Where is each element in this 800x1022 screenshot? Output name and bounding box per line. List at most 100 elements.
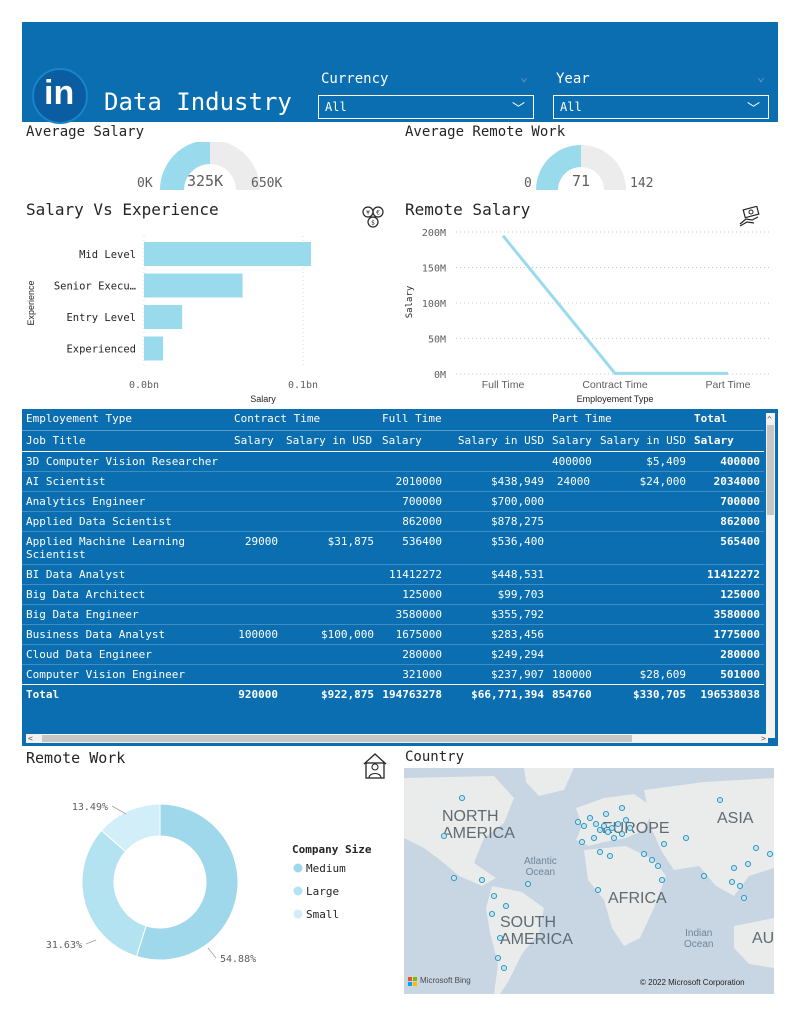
bar [144, 273, 243, 298]
avg-salary-max: 650K [251, 176, 283, 191]
matrix-value-cell: 1675000 [395, 627, 442, 641]
matrix-subheader-cell: Salary [548, 430, 595, 452]
map-attribution-copyright: © 2022 Microsoft Corporation [640, 978, 745, 987]
horizontal-scroll-thumb[interactable] [42, 735, 632, 742]
scroll-up-icon[interactable]: ^ [767, 415, 772, 424]
matrix-job-title-cell: AI Scientist [26, 474, 106, 488]
map-point [618, 804, 626, 812]
gauge-fill [160, 142, 210, 190]
map-point [596, 848, 604, 856]
matrix-row[interactable]: Business Data Analyst 100000 $100,000 16750… [22, 624, 765, 644]
donut-slice [135, 803, 239, 961]
matrix-value-cell: $28,609 [639, 667, 687, 681]
matrix-row[interactable]: Applied Machine Learning Scientist 29000 $… [22, 531, 765, 564]
currency-dropdown-value: All [325, 100, 347, 114]
avg-remote-min: 0 [524, 176, 532, 191]
bar [144, 305, 183, 329]
map-point [766, 850, 774, 858]
line-x-tick-label: Part Time [706, 379, 751, 391]
country-title: Country [405, 749, 465, 765]
matrix-row[interactable]: Applied Data Scientist 862000 $878,275 8620… [22, 511, 765, 531]
matrix-row[interactable]: Big Data Engineer 3580000 $355,792 3580000 [22, 604, 765, 624]
map-point [654, 862, 662, 870]
matrix-header-cell: Employement Type [22, 409, 230, 431]
donut-slice [81, 829, 147, 957]
matrix-row[interactable]: 3D Computer Vision Researcher 400000 $5,40… [22, 451, 765, 471]
matrix-header-cell: Part Time [548, 409, 691, 431]
map-point [450, 874, 458, 882]
matrix-row[interactable]: AI Scientist 2010000 $438,949 24000 $24,000 2… [22, 471, 765, 491]
matrix-row[interactable]: Cloud Data Engineer 280000 $249,294 280000 [22, 644, 765, 664]
matrix-row[interactable]: Analytics Engineer 700000 $700,000 700000 [22, 491, 765, 511]
map-label-text: NORTH [442, 808, 499, 825]
matrix-row[interactable]: Computer Vision Engineer 321000 $237,907 18… [22, 664, 765, 684]
map-point [596, 826, 604, 834]
matrix-total-cell: 194763278 [378, 683, 446, 704]
map-point [500, 964, 508, 972]
matrix-value-cell [594, 531, 690, 564]
scroll-right-icon[interactable]: > [761, 734, 766, 743]
map-point [736, 882, 744, 890]
matrix-value-cell [548, 644, 594, 664]
map-point [602, 810, 610, 818]
matrix-value-cell: 862000 [402, 514, 442, 528]
matrix-value-cell [230, 451, 282, 471]
legend-title: Company Size [292, 843, 372, 856]
matrix-horizontal-scrollbar[interactable]: < > [26, 734, 768, 743]
matrix-value-cell [594, 491, 690, 511]
map-point [488, 910, 496, 918]
map-point [502, 902, 510, 910]
map-label-text: Indian [685, 928, 713, 939]
land-south-america [486, 886, 544, 994]
matrix-value-cell: $31,875 [327, 534, 374, 548]
legend-marker [293, 886, 303, 896]
matrix-value-cell [378, 451, 446, 471]
matrix-value-cell: 11412272 [707, 567, 761, 581]
map-point [608, 824, 616, 832]
map-label-australia: AU [752, 930, 774, 947]
matrix-header-cell: Contract Time [230, 409, 378, 431]
matrix-value-cell: 11412272 [389, 567, 442, 581]
map-point [496, 934, 504, 942]
matrix-row[interactable]: BI Data Analyst 11412272 $448,531 11412272 [22, 564, 765, 584]
matrix-row[interactable]: Big Data Architect 125000 $99,703 125000 [22, 584, 765, 604]
map-point [490, 892, 498, 900]
bar-category-label: Entry Level [66, 312, 136, 324]
legend-marker [293, 909, 303, 919]
matrix-header-row: Employement Type Contract Time Full Time… [22, 409, 765, 431]
matrix-value-cell [282, 491, 378, 511]
currency-dropdown[interactable]: All ﹀ [318, 95, 534, 119]
map-label-asia: ASIA [717, 810, 754, 827]
year-collapse-icon[interactable]: ⌄ [757, 70, 765, 85]
matrix-subheader-row: Job Title Salary Salary in USD Salary Sa… [22, 430, 765, 452]
vertical-scroll-thumb[interactable] [767, 425, 774, 515]
matrix-value-cell: $249,294 [491, 647, 545, 661]
matrix-value-cell [548, 624, 594, 644]
land-australia [734, 918, 774, 968]
linkedin-logo [32, 68, 88, 124]
year-dropdown[interactable]: All ﹀ [553, 95, 769, 119]
matrix-value-cell [282, 644, 378, 664]
scroll-left-icon[interactable]: < [28, 734, 33, 743]
map-point [586, 814, 594, 822]
matrix-value-cell [594, 584, 690, 604]
avg-remote-max: 142 [630, 176, 654, 191]
salary-matrix[interactable]: Employement Type Contract Time Full Time… [22, 409, 778, 746]
matrix-value-cell: 125000 [720, 587, 761, 601]
matrix-value-cell [282, 584, 378, 604]
map-point [590, 834, 598, 842]
matrix-value-cell [594, 511, 690, 531]
matrix-header-cell: Total [690, 409, 765, 431]
donut-slice [100, 803, 161, 853]
line-y-tick-label: 200M [422, 228, 446, 239]
line-y-tick-label: 0M [434, 370, 446, 381]
country-map[interactable]: NORTH AMERICA EUROPE ASIA AFRICA SOUTH A… [404, 768, 774, 994]
matrix-value-cell: $878,275 [491, 514, 545, 528]
currency-collapse-icon[interactable]: ⌄ [520, 70, 528, 85]
matrix-value-cell: 180000 [552, 667, 592, 681]
map-point [744, 860, 752, 868]
currency-exchange-icon: ¥ € $ [362, 206, 384, 228]
matrix-vertical-scrollbar[interactable]: ^ [766, 413, 775, 738]
matrix-job-title-cell: Computer Vision Engineer [26, 667, 185, 681]
svg-text:¥: ¥ [366, 210, 370, 217]
